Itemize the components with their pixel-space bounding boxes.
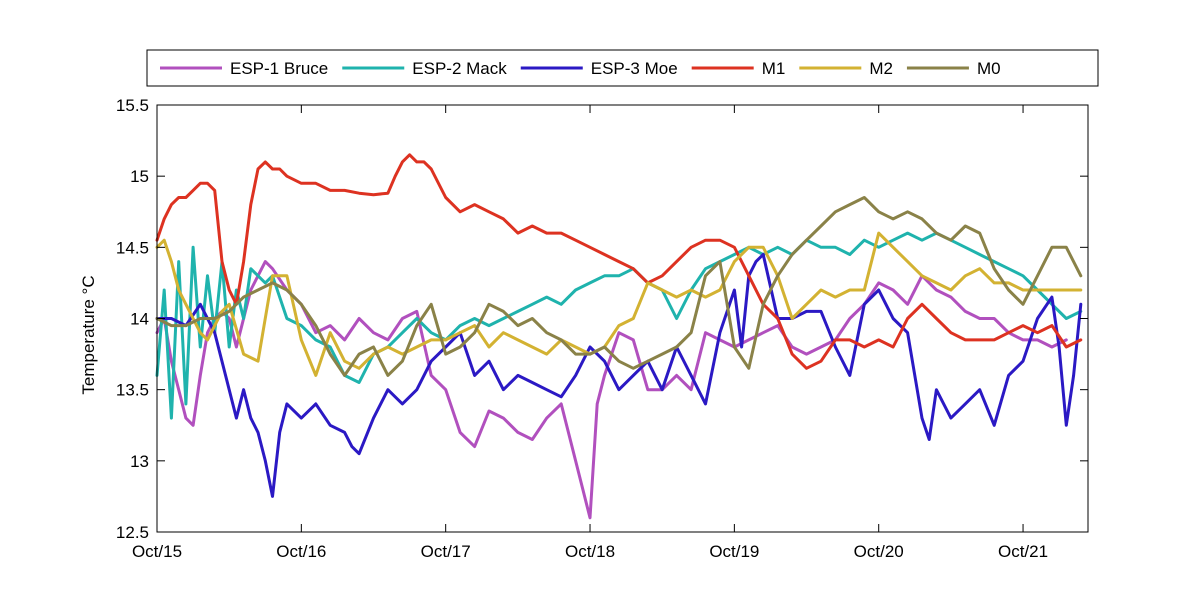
legend-label: ESP-1 Bruce bbox=[230, 59, 328, 78]
legend-label: M0 bbox=[977, 59, 1001, 78]
x-tick-labels: Oct/15 Oct/16 Oct/17 Oct/18 Oct/19 Oct/20 Oct/… bbox=[132, 542, 1048, 561]
series-line-2 bbox=[155, 231, 1083, 420]
y-tick-label: 14.5 bbox=[116, 238, 149, 257]
axis-ticks bbox=[156, 104, 1088, 533]
x-tick-label: Oct/19 bbox=[709, 542, 759, 561]
legend-label: M1 bbox=[762, 59, 786, 78]
x-tick-label: Oct/21 bbox=[998, 542, 1048, 561]
x-tick-label: Oct/16 bbox=[276, 542, 326, 561]
y-axis-label: Temperature °C bbox=[79, 275, 98, 394]
series-lines bbox=[155, 153, 1083, 520]
series-line-5 bbox=[155, 231, 1083, 377]
x-tick-label: Oct/18 bbox=[565, 542, 615, 561]
x-tick-label: Oct/15 bbox=[132, 542, 182, 561]
x-tick-label: Oct/17 bbox=[421, 542, 471, 561]
y-tick-labels: 12.5 13 13.5 14 14.5 15 15.5 bbox=[116, 96, 149, 542]
y-tick-label: 13 bbox=[130, 452, 149, 471]
series-line-6 bbox=[155, 196, 1083, 377]
legend-label: M2 bbox=[869, 59, 893, 78]
y-tick-label: 15.5 bbox=[116, 96, 149, 115]
series-line-3 bbox=[155, 253, 1083, 498]
y-tick-label: 12.5 bbox=[116, 523, 149, 542]
legend-label: ESP-3 Moe bbox=[591, 59, 678, 78]
legend-label: ESP-2 Mack bbox=[412, 59, 507, 78]
y-tick-label: 15 bbox=[130, 167, 149, 186]
series-line-4 bbox=[155, 153, 1083, 370]
y-tick-label: 14 bbox=[130, 310, 149, 329]
legend: ESP-1 Bruce ESP-2 Mack ESP-3 Moe M1 M2 M0 bbox=[146, 49, 1099, 87]
y-tick-label: 13.5 bbox=[116, 381, 149, 400]
x-tick-label: Oct/20 bbox=[854, 542, 904, 561]
